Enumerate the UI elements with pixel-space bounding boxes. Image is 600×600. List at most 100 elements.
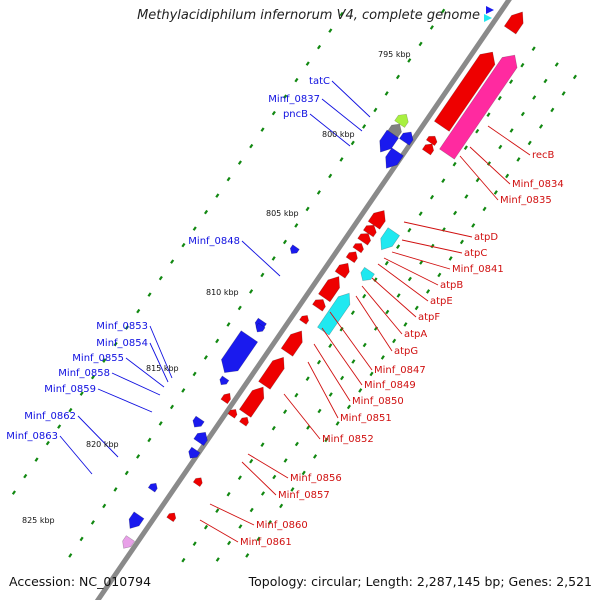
tick-mark [407,58,412,63]
gene-label-minf_0850: Minf_0850 [352,396,404,407]
gene-label-minf_0852: Minf_0852 [322,434,374,445]
tick-mark [339,11,344,17]
gene-label-atpa: atpA [404,329,427,340]
gene-label-atpe-leader [377,263,429,302]
kbp-label: 795 kbp [378,50,411,59]
gene-arrow [312,299,326,312]
gene-label-minf_0841-leader [391,251,451,270]
tick-mark [471,223,476,228]
gene-label-atpd-leader [403,221,473,238]
gene-arrow [352,243,364,254]
gene-arrow [399,131,414,146]
gene-label-minf_0863: Minf_0863 [6,431,58,442]
tick-mark [237,475,242,480]
tick-mark [426,289,431,294]
tick-mark [227,540,232,546]
tick-mark [335,421,340,426]
tick-mark [267,520,272,525]
tick-mark [271,425,276,431]
gene-arrow [128,511,145,529]
gene-label-minf_0861-leader [199,519,239,543]
tick-mark [260,127,265,132]
gene-arrow [380,227,401,251]
tick-mark [260,491,266,496]
gene-arrow [289,244,300,254]
gene-arrow [299,315,309,325]
tick-mark [249,458,254,464]
tick-mark [396,244,401,249]
tick-mark [215,508,220,513]
gene-arrow [220,392,231,405]
gene-label-minf_0853-leader [149,325,173,379]
tick-mark [283,94,288,99]
tick-marks [11,8,577,563]
tick-mark [294,441,299,447]
accession-label: Accession: NC_010794 [9,574,152,589]
gene-arrow [421,143,435,156]
tick-mark [23,473,28,479]
tick-mark [351,359,356,364]
tick-mark [79,536,84,542]
gene-label-minf_0848: Minf_0848 [188,236,240,247]
tick-mark [396,293,401,298]
tick-mark [486,112,491,117]
top-marker-icon [486,6,494,14]
gene-arrow [360,266,375,281]
tick-mark [113,341,118,347]
tick-mark [226,176,231,182]
tick-mark [316,359,322,365]
gene-arrow [345,251,358,264]
gene-arrow [258,356,285,390]
gene-label-minf_0856: Minf_0856 [290,473,342,484]
gene-arrow [192,415,205,428]
gene-label-atpg-leader [355,295,393,352]
gene-arrow [122,535,135,549]
tick-mark [181,242,186,248]
gene-label-atpc: atpC [464,248,487,259]
kbp-label: 820 kbp [86,440,119,449]
gene-label-minf_0851-leader [307,361,339,419]
gene-label-minf_0847-leader [329,311,373,371]
tick-mark [317,408,322,414]
tick-mark [531,46,536,51]
tick-mark [527,140,532,146]
gene-label-minf_0852-leader [283,393,321,440]
tick-mark [339,326,344,332]
tick-mark [249,289,254,294]
gene-arrow [439,54,518,160]
tick-mark [272,474,277,480]
tick-mark [532,95,537,100]
tick-mark [313,454,318,459]
tick-mark [362,124,367,129]
tick-mark [392,338,397,344]
gene-arrow [317,292,351,336]
tick-mark [403,322,408,327]
gene-arrow [433,51,496,132]
kbp-label: 805 kbp [266,209,299,218]
tick-mark [192,226,197,231]
tick-mark [448,256,453,261]
gene-label-minf_0856-leader [247,453,289,479]
tick-mark [520,62,525,68]
tick-mark [136,454,141,459]
gene-arrow [334,262,350,279]
kbp-label: 800 kbp [322,130,355,139]
tick-mark [271,256,276,261]
tick-mark [493,190,498,195]
tick-mark [384,91,389,96]
tick-mark [226,491,231,497]
top-marker-icon [484,14,492,22]
gene-arrow [188,446,201,459]
tick-mark [249,507,254,513]
gene-label-minf_0853: Minf_0853 [96,321,148,332]
gene-label-minf_0858: Minf_0858 [58,368,110,379]
tick-mark [68,407,73,413]
tick-mark [475,128,480,134]
gene-label-minf_0835: Minf_0835 [500,195,552,206]
tick-mark [324,437,329,443]
tick-mark [147,292,152,297]
gene-label-minf_0855-leader [125,357,165,388]
tick-mark [328,173,333,179]
gene-label-atpb-leader [383,257,439,286]
